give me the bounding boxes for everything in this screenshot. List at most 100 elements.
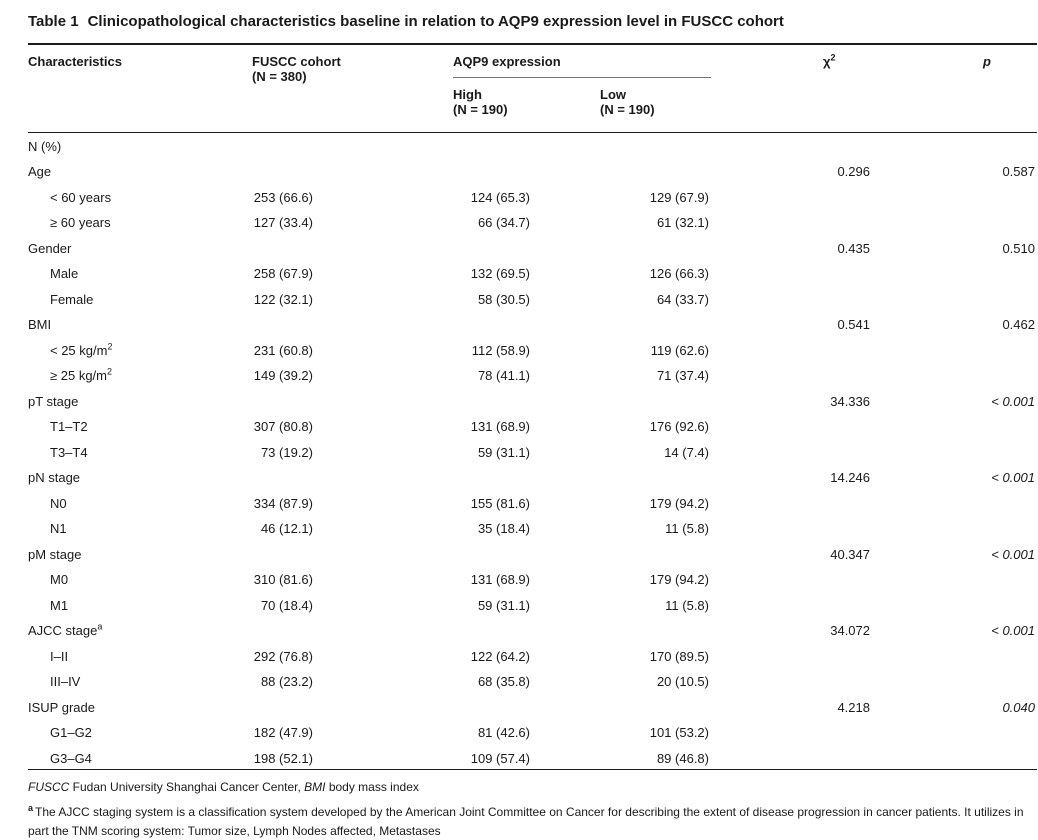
table-row: Male 258 (67.9) 132 (69.5) 126 (66.3) (28, 260, 1037, 286)
aqp9-high-value (453, 132, 600, 158)
p-value: < 0.001 (991, 546, 1035, 562)
aqp9-low-value (600, 617, 711, 643)
p-value (885, 209, 1037, 235)
table-body: N (%) Age 0.296 0.587 < 60 years 253 (66… (28, 132, 1037, 770)
p-value (885, 515, 1037, 541)
chi-square-value (711, 362, 885, 388)
p-value (885, 336, 1037, 362)
fuscc-cohort-value (252, 387, 453, 413)
row-label-superscript: a (97, 621, 103, 632)
row-label: BMI (28, 317, 52, 333)
chi-square-value: 14.246 (830, 470, 870, 486)
aqp9-high-value: 81 (42.6) (477, 725, 530, 741)
aqp9-high-value: 155 (81.6) (470, 495, 530, 511)
row-label-superscript: 2 (107, 341, 113, 352)
row-label: ≥ 60 years (50, 215, 111, 231)
row-label: ISUP grade (28, 699, 95, 715)
row-label: N (%) (28, 139, 62, 154)
chi-square-value (711, 566, 885, 592)
table-row: BMI 0.541 0.462 (28, 311, 1037, 337)
aqp9-low-value: 64 (33.7) (656, 291, 709, 307)
p-value (885, 285, 1037, 311)
ajcc-footnote: a The AJCC staging system is a classifica… (28, 803, 1024, 838)
p-value: 0.462 (1002, 317, 1035, 333)
row-label: N1 (50, 521, 67, 537)
aqp9-low-value (600, 693, 711, 719)
aqp9-high-value: 78 (41.1) (477, 368, 530, 384)
chi-square-value (711, 285, 885, 311)
p-value (885, 183, 1037, 209)
aqp9-high-value: 58 (30.5) (477, 291, 530, 307)
fuscc-cohort-value: 73 (19.2) (260, 444, 313, 460)
chi-square-value (711, 336, 885, 362)
fuscc-cohort-value (252, 311, 453, 337)
aqp9-low-value (600, 464, 711, 490)
table-row: pT stage 34.336 < 0.001 (28, 387, 1037, 413)
p-value (885, 566, 1037, 592)
aqp9-low-value: 119 (62.6) (650, 342, 709, 358)
fuscc-cohort-value (252, 617, 453, 643)
chi-square-value (711, 132, 885, 158)
table-row: M0 310 (81.6) 131 (68.9) 179 (94.2) (28, 566, 1037, 592)
table-row: G1–G2 182 (47.9) 81 (42.6) 101 (53.2) (28, 719, 1037, 745)
chi-square-value (711, 515, 885, 541)
aqp9-low-value: 170 (89.5) (649, 648, 709, 664)
fuscc-cohort-value: 182 (47.9) (253, 725, 313, 741)
aqp9-low-value: 61 (32.1) (656, 215, 709, 231)
p-value: 0.040 (1002, 699, 1035, 715)
p-value: 0.510 (1002, 240, 1035, 256)
table-label: Table 1 (28, 13, 79, 30)
aqp9-low-value (600, 387, 711, 413)
table-footnotes: FUSCC Fudan University Shanghai Cancer C… (28, 780, 1038, 840)
aqp9-high-value: 131 (68.9) (470, 572, 530, 588)
table-row: N (%) (28, 132, 1037, 158)
table-row: T1–T2 307 (80.8) 131 (68.9) 176 (92.6) (28, 413, 1037, 439)
chi-square-value: 0.435 (837, 240, 870, 256)
row-label: Male (50, 266, 79, 282)
aqp9-low-value: 129 (67.9) (649, 189, 709, 205)
aqp9-high-value: 68 (35.8) (477, 674, 530, 690)
aqp9-low-value: 126 (66.3) (649, 266, 709, 282)
chi-square-value (711, 642, 885, 668)
aqp9-low-value: 179 (94.2) (649, 495, 709, 511)
row-label: III–IV (50, 674, 81, 690)
row-label: Age (28, 164, 52, 180)
aqp9-high-value: 66 (34.7) (477, 215, 530, 231)
aqp9-low-value: 179 (94.2) (649, 572, 709, 588)
aqp9-low-value (600, 158, 711, 184)
aqp9-high-value: 35 (18.4) (477, 521, 530, 537)
chi-square-value (711, 668, 885, 694)
fuscc-cohort-value: 307 (80.8) (253, 419, 313, 435)
table-row: AJCC stagea 34.072 < 0.001 (28, 617, 1037, 643)
aqp9-high-value (453, 387, 600, 413)
aqp9-high-value: 109 (57.4) (453, 744, 600, 770)
aqp9-low-value (600, 132, 711, 158)
aqp9-high-value: 59 (31.1) (477, 444, 530, 460)
fuscc-cohort-value: 127 (33.4) (253, 215, 313, 231)
table-row: Age 0.296 0.587 (28, 158, 1037, 184)
chi-square-value (711, 260, 885, 286)
row-label: N0 (50, 495, 67, 511)
chi-square-value (711, 413, 885, 439)
aqp9-high-value (453, 158, 600, 184)
table-row: I–II 292 (76.8) 122 (64.2) 170 (89.5) (28, 642, 1037, 668)
fuscc-cohort-value: 258 (67.9) (253, 266, 313, 282)
aqp9-low-value: 89 (46.8) (600, 744, 711, 770)
p-value (885, 489, 1037, 515)
chi-square-value: 34.072 (830, 623, 870, 639)
p-value (885, 591, 1037, 617)
p-value (885, 260, 1037, 286)
table-row: < 60 years 253 (66.6) 124 (65.3) 129 (67… (28, 183, 1037, 209)
col-header-fuscc-cohort: FUSCC cohort (N = 380) (252, 44, 453, 133)
fuscc-cohort-value (252, 234, 453, 260)
p-value (885, 719, 1037, 745)
aqp9-low-value: 176 (92.6) (649, 419, 709, 435)
row-label: pN stage (28, 470, 81, 486)
abbrev-term-bmi: BMI (304, 780, 326, 794)
col-header-characteristics: Characteristics (28, 44, 252, 133)
table-row: N0 334 (87.9) 155 (81.6) 179 (94.2) (28, 489, 1037, 515)
footnote-marker-a: a (28, 803, 34, 813)
aqp9-low-value: 11 (5.8) (665, 521, 709, 537)
table-row: ≥ 25 kg/m2 149 (39.2) 78 (41.1) 71 (37.4… (28, 362, 1037, 388)
chi-square-value: 4.218 (837, 699, 870, 715)
